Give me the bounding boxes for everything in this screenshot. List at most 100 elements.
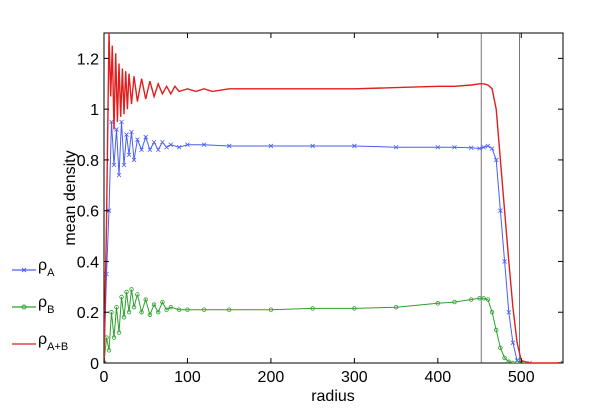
legend-label: ρA+B: [38, 331, 68, 353]
data-point: [506, 359, 511, 363]
series-line: [104, 33, 563, 363]
data-point: [119, 119, 124, 125]
data-point: [143, 134, 149, 140]
data-point: [114, 127, 119, 132]
y-tick-label: 0.4: [77, 254, 99, 271]
x-tick-label: 0: [100, 369, 109, 386]
data-point: [111, 162, 117, 168]
x-tick-label: 200: [258, 369, 285, 386]
series-layer: [104, 33, 563, 363]
data-point: [139, 147, 144, 153]
data-point: [135, 137, 140, 142]
data-point: [510, 340, 516, 345]
data-point: [164, 144, 169, 150]
data-point: [129, 287, 134, 292]
data-point: [481, 144, 487, 150]
data-point: [435, 301, 441, 306]
legend-label: ρB: [38, 294, 54, 316]
data-point: [494, 327, 499, 333]
x-tick-label: 500: [508, 369, 535, 386]
series-aplusb: [104, 33, 563, 363]
data-point: [452, 299, 457, 305]
legend-marker: [21, 267, 27, 273]
data-point: [489, 310, 495, 315]
data-point: [468, 145, 474, 151]
data-point: [185, 142, 190, 147]
data-point: [226, 143, 232, 149]
data-point: [168, 304, 173, 310]
legend-label: ρA: [38, 257, 55, 279]
data-point: [111, 335, 117, 340]
data-point: [135, 292, 140, 297]
x-tick-label: 300: [341, 369, 368, 386]
data-point: [131, 157, 137, 163]
data-point: [116, 172, 122, 178]
data-point: [393, 144, 399, 150]
data-point: [489, 146, 495, 151]
series-b: [104, 287, 563, 363]
data-point: [116, 330, 122, 335]
data-point: [510, 360, 516, 363]
data-point: [106, 208, 112, 213]
legend: ρA ρB ρA+B: [12, 257, 68, 353]
data-point: [514, 360, 520, 363]
data-point: [268, 143, 274, 149]
series-line: [104, 289, 563, 363]
data-point: [502, 259, 507, 264]
data-point: [452, 144, 457, 150]
series-a: [104, 119, 563, 363]
data-point: [310, 306, 315, 311]
data-point: [121, 315, 127, 320]
data-point: [124, 132, 129, 137]
data-point: [352, 306, 357, 311]
data-point: [498, 345, 503, 350]
data-point: [527, 360, 532, 363]
data-point: [164, 307, 169, 312]
data-point: [506, 309, 512, 315]
data-point: [109, 119, 114, 125]
data-point: [114, 304, 119, 310]
x-axis: 0 100 200 300 400 500: [100, 33, 535, 386]
data-point: [201, 142, 207, 147]
y-tick-label: 0.8: [77, 153, 99, 170]
data-point: [469, 297, 474, 302]
y-axis: 0 0.2 0.4 0.6 0.8 1 1.2: [77, 51, 563, 373]
reference-lines: [480, 33, 521, 363]
legend-marker: [21, 304, 27, 310]
data-point: [493, 157, 499, 163]
plot-frame: [103, 32, 564, 364]
data-point: [143, 297, 148, 302]
data-point: [176, 307, 182, 312]
data-point: [126, 152, 132, 158]
data-point: [121, 162, 127, 168]
y-tick-label: 1: [90, 102, 99, 119]
series-line: [104, 121, 563, 363]
data-point: [268, 307, 274, 312]
y-tick-label: 0.2: [77, 305, 99, 322]
y-tick-label: 0.6: [77, 204, 99, 221]
data-point: [139, 310, 144, 315]
y-tick-label: 0: [90, 356, 99, 373]
x-tick-label: 400: [424, 369, 451, 386]
y-tick-label: 1.2: [77, 51, 99, 68]
data-point: [131, 304, 137, 310]
data-point: [126, 310, 132, 315]
data-point: [129, 129, 134, 135]
data-point: [109, 310, 114, 315]
data-point: [119, 294, 124, 300]
data-point: [176, 144, 182, 150]
data-point: [393, 304, 399, 310]
data-point: [106, 348, 112, 353]
data-point: [481, 296, 486, 301]
x-axis-label: radius: [311, 388, 355, 405]
data-point: [168, 142, 174, 147]
data-point: [156, 310, 161, 315]
data-point: [485, 143, 491, 149]
data-point: [502, 355, 507, 361]
data-point: [151, 302, 157, 307]
x-tick-label: 100: [174, 369, 201, 386]
data-point: [352, 143, 357, 149]
data-point: [185, 307, 190, 312]
data-point: [155, 147, 161, 153]
